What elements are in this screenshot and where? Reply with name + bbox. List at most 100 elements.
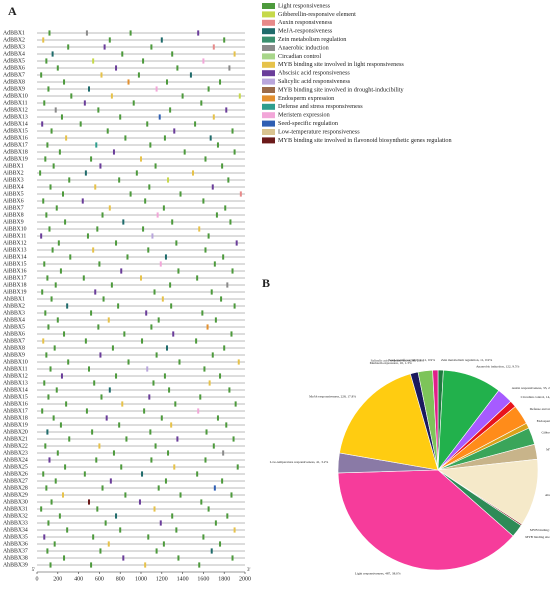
x-tick-label: 1800 (218, 576, 230, 582)
gene-label: AdBBX17 (3, 142, 28, 148)
gene-label: AiBBX18 (3, 282, 27, 288)
element-site (138, 499, 141, 505)
legend-swatch (262, 3, 275, 9)
gene-label: AdBBX2 (3, 37, 25, 43)
element-site (154, 163, 157, 169)
element-site (151, 233, 154, 239)
element-site (150, 44, 153, 50)
element-site (119, 527, 122, 533)
element-site (147, 534, 150, 540)
x-tick-label: 1600 (197, 576, 209, 582)
gene-label: AhBBX21 (3, 436, 28, 442)
element-site (192, 170, 194, 176)
element-site (48, 226, 51, 232)
element-site (162, 205, 165, 211)
element-site (52, 415, 55, 421)
element-site (167, 450, 170, 456)
element-site (110, 282, 113, 288)
element-site (98, 443, 101, 449)
element-site (50, 499, 53, 505)
element-site (41, 289, 44, 295)
legend-label: Abscisic acid responsiveness (278, 70, 350, 77)
end-label: 5' (32, 568, 36, 573)
element-site (96, 506, 99, 512)
element-site (195, 338, 198, 344)
gene-label: AhBBX6 (3, 331, 25, 337)
element-site (231, 555, 234, 561)
element-site (63, 555, 66, 561)
element-site (102, 296, 105, 302)
x-tick-label: 1200 (156, 576, 168, 582)
element-site (112, 450, 115, 456)
element-site (202, 198, 205, 204)
element-site (140, 275, 142, 281)
element-site (106, 128, 109, 134)
panel-letter: B (262, 276, 270, 290)
element-site (150, 457, 153, 463)
slice-label: Abscisic acid responsiveness, 139, 10.9% (545, 493, 550, 498)
element-site (47, 520, 50, 526)
element-site (219, 541, 222, 547)
slice-label: Endosperm expression, 11, 0.9% (537, 419, 550, 424)
gene-label: AdBBX5 (3, 58, 25, 64)
element-site (49, 366, 52, 372)
element-site (228, 65, 231, 71)
legend-swatch (262, 70, 275, 77)
gene-label: AdBBX15 (3, 128, 28, 134)
element-site (58, 149, 61, 155)
element-site (99, 548, 102, 554)
element-site (226, 282, 229, 288)
gene-label: AhBBX4 (3, 317, 25, 323)
element-site (56, 65, 59, 71)
element-site (166, 79, 168, 85)
element-site (85, 30, 88, 36)
element-site (183, 149, 186, 155)
element-site (48, 30, 51, 36)
element-site (44, 443, 47, 449)
gene-label: AiBBX15 (3, 261, 27, 267)
element-site (232, 436, 235, 442)
legend-label: Circadian control (278, 53, 321, 60)
element-site (228, 387, 231, 393)
element-site (88, 86, 90, 92)
element-site (129, 191, 132, 197)
element-site (127, 79, 130, 85)
legend-swatch (262, 53, 275, 60)
gene-label: AhBBX23 (3, 450, 28, 456)
element-site (233, 51, 236, 57)
slice-label: Light responsiveness, 487, 38.0% (355, 571, 401, 576)
element-site (70, 93, 73, 99)
element-site (59, 268, 62, 274)
gene-label: AiBBX1 (3, 163, 24, 169)
element-site (115, 240, 118, 246)
element-site (146, 366, 149, 372)
element-site (82, 275, 85, 281)
element-site (202, 58, 205, 64)
element-site (107, 541, 110, 547)
gene-label: AhBBX24 (3, 457, 28, 463)
element-site (124, 135, 127, 141)
pie-slice (339, 373, 439, 471)
element-site (49, 562, 52, 568)
element-site (171, 219, 174, 225)
element-site (204, 156, 207, 162)
element-site (115, 513, 118, 519)
element-site (171, 51, 174, 57)
element-site (157, 317, 160, 323)
element-site (176, 436, 179, 442)
gene-label: AhBBX33 (3, 520, 28, 526)
slice-label: Seed-specific regulation, 11, 0.9% (388, 358, 435, 363)
element-site (104, 520, 107, 526)
element-site (208, 380, 211, 386)
element-site (215, 212, 218, 218)
element-site (230, 331, 233, 337)
legend-label: Defense and stress responsiveness (278, 103, 363, 110)
element-site (156, 212, 159, 218)
legend-label: MYB binding site involved in flavonoid b… (278, 137, 452, 144)
end-label: 3' (247, 568, 251, 573)
element-site (239, 191, 242, 197)
gene-label: AdBBX18 (3, 149, 28, 155)
element-site (226, 513, 229, 519)
element-site (95, 142, 98, 148)
